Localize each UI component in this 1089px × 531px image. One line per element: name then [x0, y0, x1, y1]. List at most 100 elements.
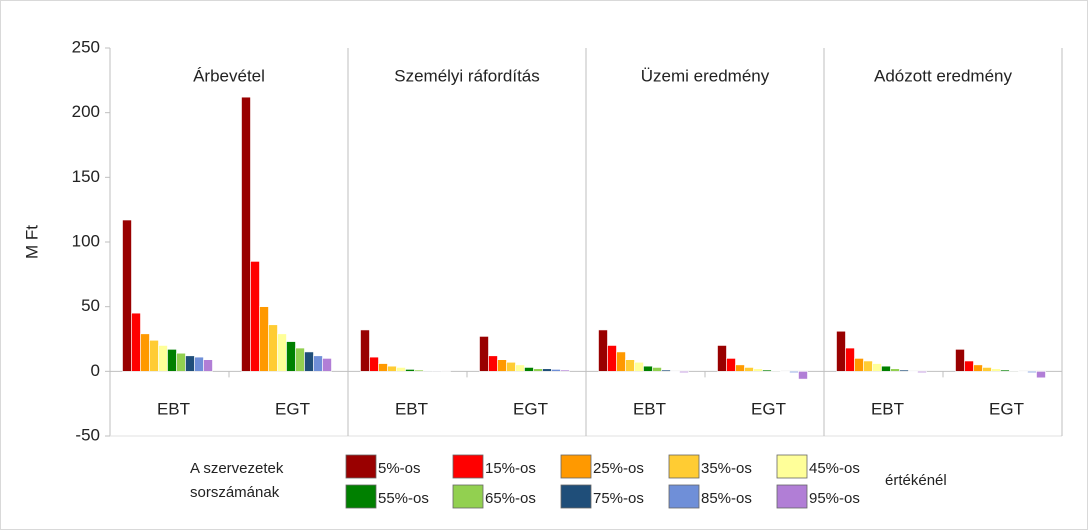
bar — [955, 349, 965, 372]
legend-label: 75%-os — [593, 490, 644, 507]
bar — [414, 369, 424, 372]
bar — [964, 360, 974, 372]
bar — [131, 312, 141, 372]
bar — [616, 351, 626, 372]
bar — [441, 370, 451, 372]
bar — [194, 356, 204, 372]
x-tick-label: EBT — [871, 399, 904, 418]
bar — [167, 349, 177, 372]
x-tick-label: EGT — [751, 399, 786, 418]
bar — [259, 306, 269, 372]
legend-label: 15%-os — [485, 460, 536, 477]
bar — [917, 371, 927, 373]
bar — [158, 345, 168, 372]
x-tick-label: EBT — [157, 399, 190, 418]
bar — [1000, 369, 1010, 372]
bar — [322, 358, 332, 372]
bar — [185, 355, 195, 372]
panel-title: Személyi ráfordítás — [394, 66, 540, 85]
panel-title: Üzemi eredmény — [641, 66, 770, 85]
bar — [753, 368, 763, 372]
x-tick-label: EGT — [513, 399, 548, 418]
legend-prefix: A szervezetek — [190, 460, 284, 477]
bar — [717, 345, 727, 372]
bar — [1036, 371, 1046, 379]
bar — [652, 367, 662, 372]
legend-label: 35%-os — [701, 460, 752, 477]
bar — [845, 347, 855, 372]
legend-swatch — [560, 454, 592, 479]
legend-swatch — [668, 484, 700, 509]
bar — [744, 367, 754, 372]
bar — [679, 371, 689, 373]
bar — [304, 351, 314, 372]
bar — [241, 96, 251, 372]
bar — [836, 330, 846, 372]
bar — [881, 365, 891, 372]
bar — [176, 352, 186, 372]
bar — [432, 370, 442, 372]
bar — [634, 361, 644, 372]
bar — [551, 369, 561, 372]
bar — [122, 219, 132, 372]
legend-swatch — [776, 454, 808, 479]
bar — [598, 329, 608, 372]
bar — [890, 368, 900, 372]
x-tick-label: EBT — [633, 399, 666, 418]
bar — [670, 371, 680, 373]
legend-swatch — [560, 484, 592, 509]
bar — [854, 358, 864, 372]
panel-title: Adózott eredmény — [874, 66, 1012, 85]
legend-label: 55%-os — [378, 490, 429, 507]
legend-label: 25%-os — [593, 460, 644, 477]
bar — [286, 341, 296, 372]
x-tick-label: EGT — [989, 399, 1024, 418]
bar — [872, 363, 882, 372]
bar — [1018, 371, 1028, 373]
panel-title: Árbevétel — [193, 66, 265, 85]
y-axis-label: M Ft — [22, 225, 41, 259]
legend-swatch — [345, 454, 377, 479]
bar — [203, 359, 213, 372]
bar — [991, 368, 1001, 372]
bar — [479, 336, 489, 372]
legend-label: 95%-os — [809, 490, 860, 507]
bar — [908, 371, 918, 373]
y-tick-label: 100 — [72, 231, 100, 250]
bar — [625, 359, 635, 372]
bar — [607, 345, 617, 372]
bar — [387, 365, 397, 372]
bar — [735, 364, 745, 372]
bar — [863, 360, 873, 372]
bar — [268, 324, 278, 372]
y-tick-label: 50 — [81, 296, 100, 315]
y-tick-label: 200 — [72, 102, 100, 121]
bar — [149, 339, 159, 372]
bar — [726, 358, 736, 372]
bar — [497, 359, 507, 372]
bar — [369, 356, 379, 372]
bar — [295, 347, 305, 372]
bar — [780, 371, 790, 373]
bar — [542, 368, 552, 372]
y-tick-label: 250 — [72, 37, 100, 56]
bar — [771, 370, 781, 372]
bar — [423, 370, 433, 372]
bar — [789, 371, 799, 373]
legend-prefix: sorszámának — [190, 484, 280, 501]
bar — [973, 364, 983, 372]
bar — [524, 367, 534, 372]
legend-swatch — [668, 454, 700, 479]
y-tick-label: 150 — [72, 167, 100, 186]
legend-swatch — [776, 484, 808, 509]
bar — [515, 364, 525, 372]
bar — [643, 365, 653, 372]
bar — [560, 369, 570, 372]
bar — [488, 355, 498, 372]
bar — [982, 367, 992, 372]
bar — [798, 371, 808, 380]
bar — [405, 369, 415, 372]
x-tick-label: EGT — [275, 399, 310, 418]
